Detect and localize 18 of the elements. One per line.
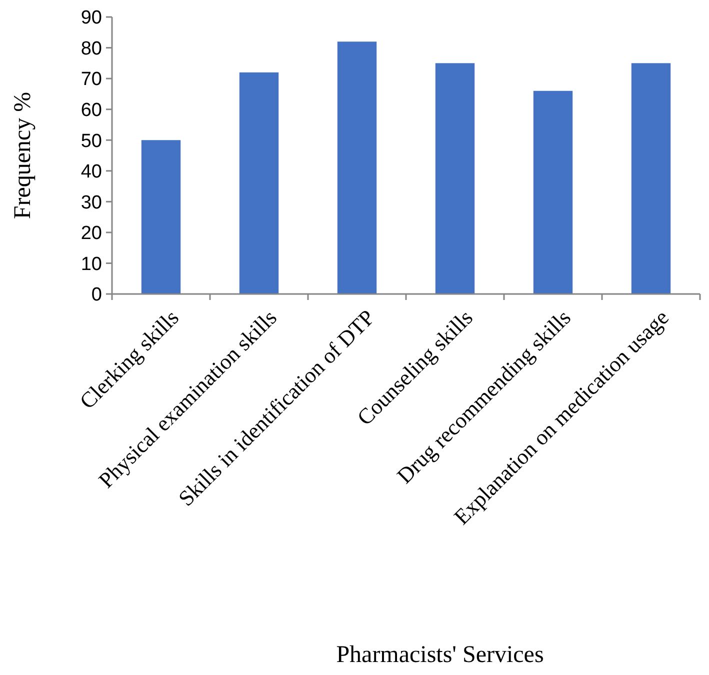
bar <box>533 90 573 294</box>
y-tick-label: 30 <box>80 192 102 214</box>
bar <box>141 140 181 294</box>
bar <box>337 42 377 294</box>
bar <box>239 72 279 294</box>
y-tick-label: 50 <box>80 130 102 152</box>
y-tick-label: 10 <box>80 254 102 275</box>
x-axis-title: Pharmacists' Services <box>336 642 544 668</box>
y-tick-label: 90 <box>80 8 102 29</box>
y-tick-label: 80 <box>80 38 102 60</box>
y-tick-label: 70 <box>80 69 102 90</box>
y-tick-label: 40 <box>80 162 102 183</box>
bar <box>631 63 671 294</box>
y-tick-label: 0 <box>91 284 102 306</box>
y-axis-title: Frequency % <box>10 92 36 220</box>
y-tick-label: 20 <box>80 223 102 244</box>
bar <box>435 63 475 294</box>
y-tick-label: 60 <box>80 100 102 121</box>
